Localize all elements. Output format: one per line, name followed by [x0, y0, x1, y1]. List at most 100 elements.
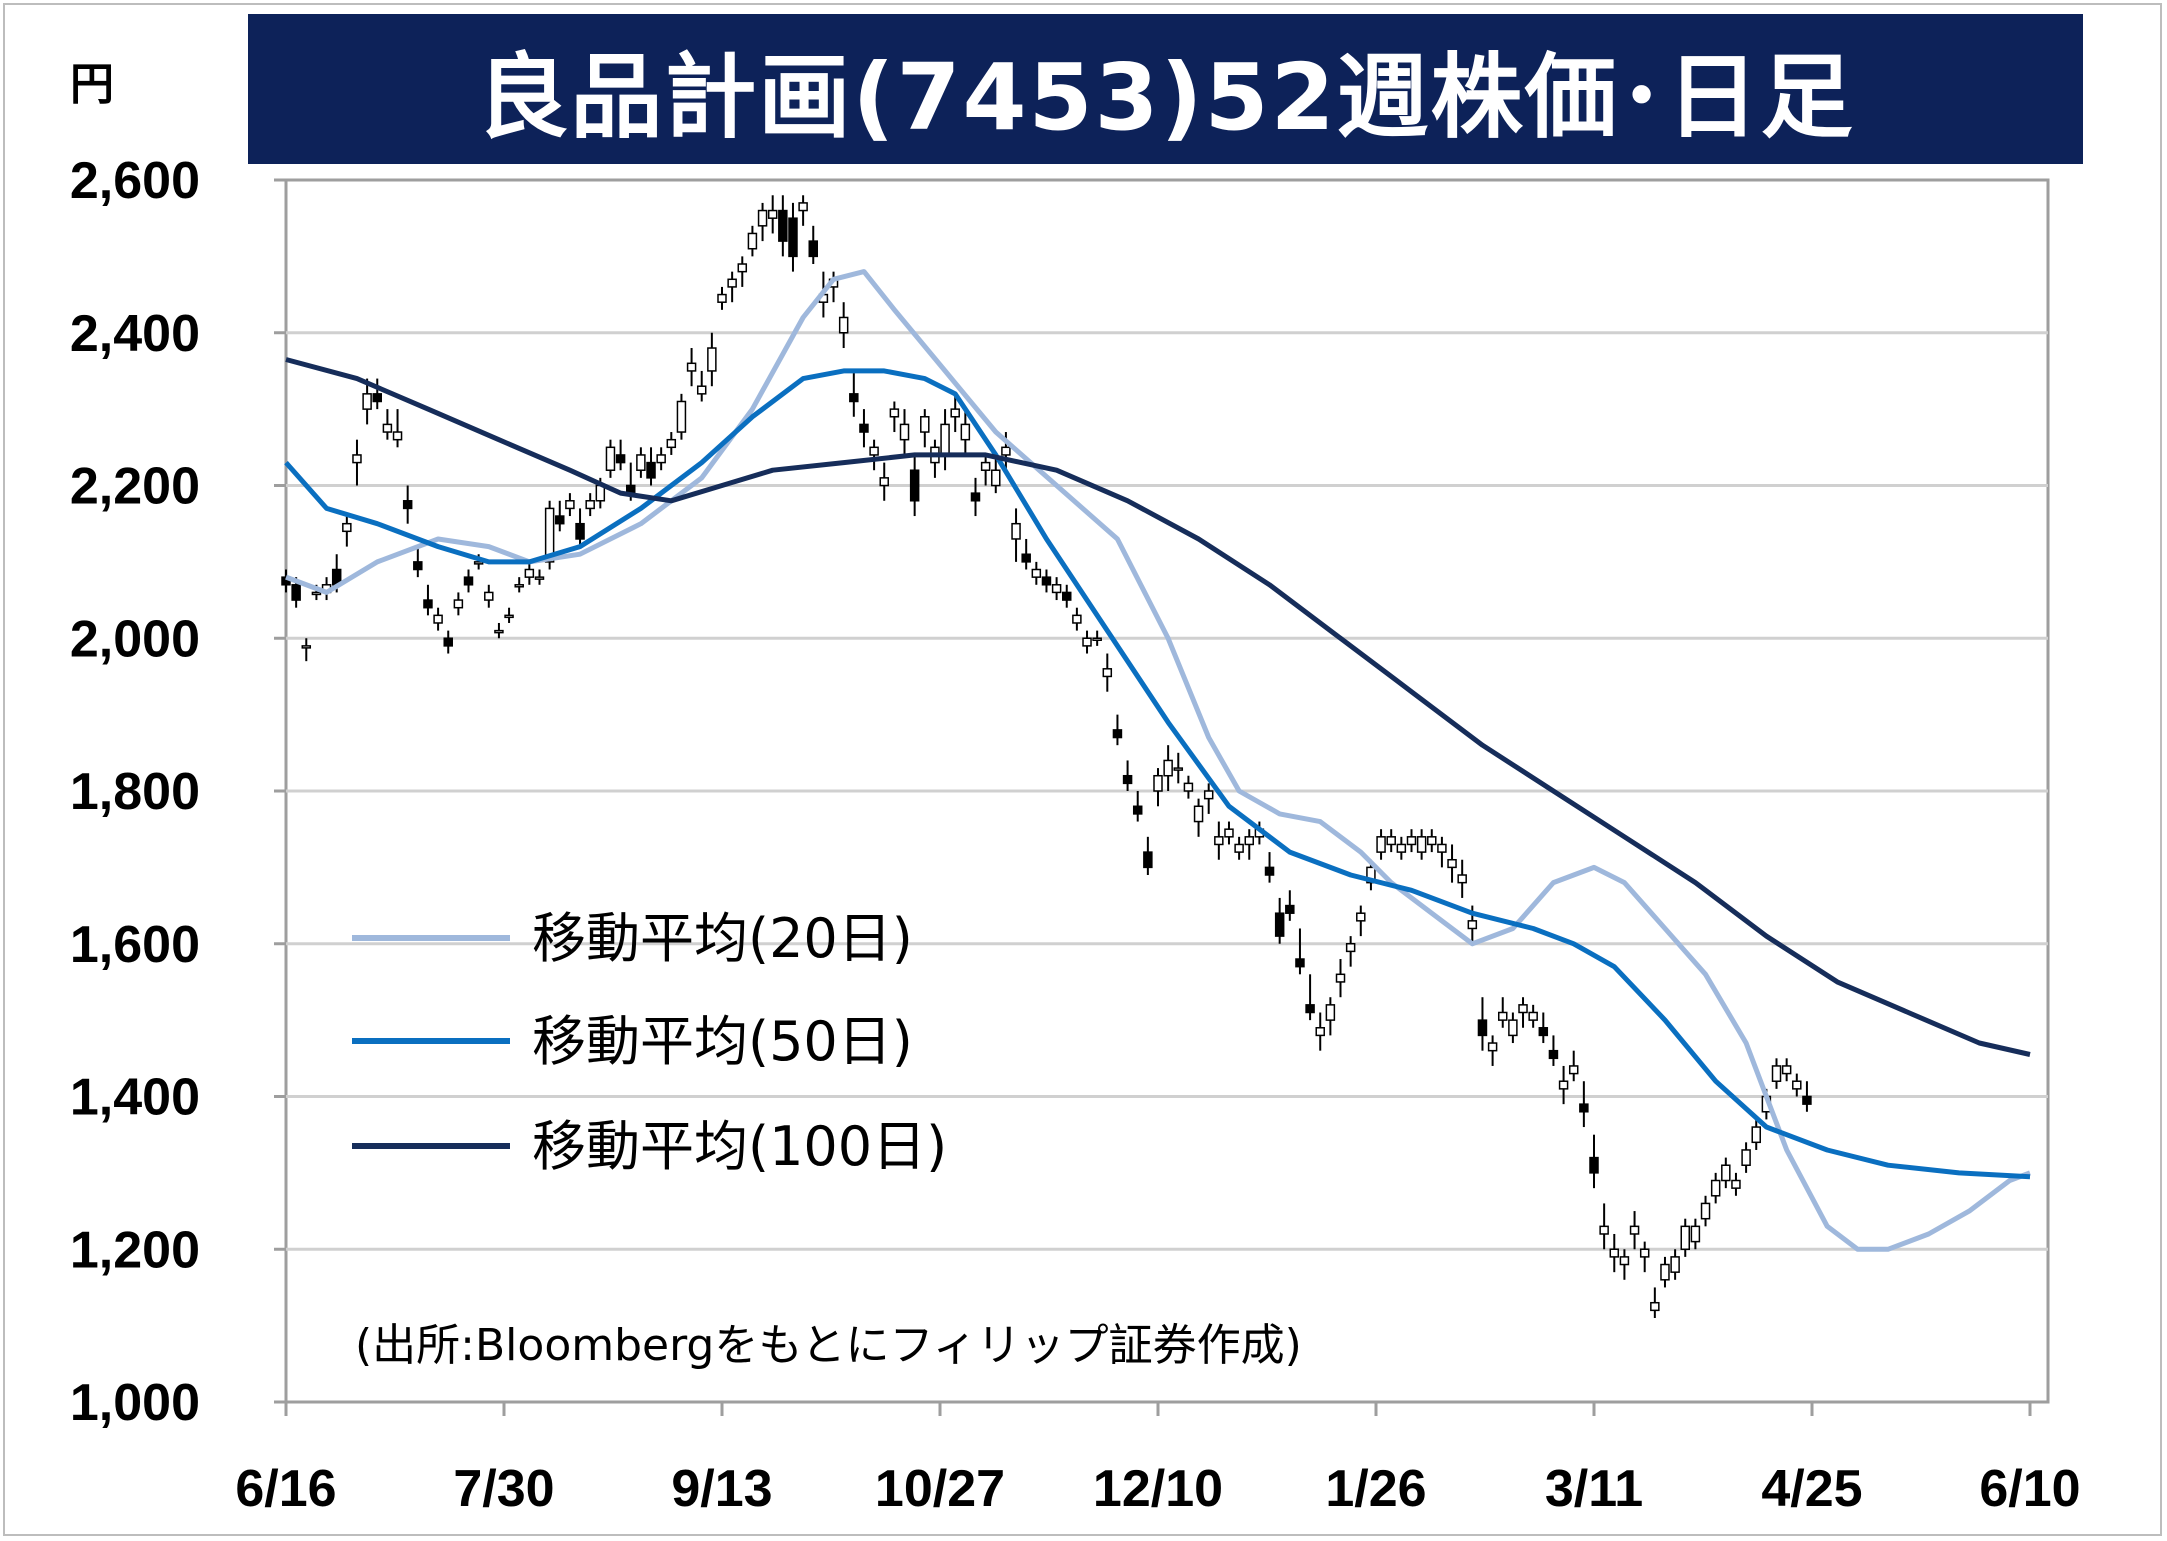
candle-body	[1163, 759, 1173, 777]
candle-body	[1315, 1027, 1325, 1037]
candle	[1335, 959, 1346, 998]
candle	[443, 630, 453, 654]
candle	[889, 401, 900, 433]
candle-body	[372, 393, 383, 403]
candle	[1051, 577, 1062, 601]
candle-body	[1548, 1049, 1559, 1060]
candle-body	[1264, 866, 1275, 876]
x-tick-label: 10/27	[875, 1460, 1005, 1518]
candle-body	[767, 209, 778, 219]
candle-body	[1781, 1065, 1792, 1075]
candle	[1660, 1256, 1670, 1288]
candle	[1558, 1065, 1569, 1105]
candle-body	[1721, 1164, 1731, 1182]
candle-body	[1447, 858, 1457, 869]
candle-body	[686, 362, 697, 372]
candle	[1589, 1134, 1599, 1189]
candle	[1427, 829, 1437, 853]
candle	[798, 195, 808, 226]
candle-body	[524, 568, 535, 578]
candle	[372, 378, 383, 410]
candle	[869, 439, 879, 471]
x-axis-ticks: 6/16 7/30 9/13 10/27 12/10 1/26 3/11 4/25 6/10	[235, 1402, 2081, 1518]
candle-body	[1153, 774, 1163, 792]
candle-body	[1214, 836, 1224, 846]
candle-body	[1396, 843, 1407, 853]
candle	[514, 577, 524, 593]
candle	[970, 477, 981, 517]
candle-body	[1244, 836, 1255, 846]
candle-body	[463, 576, 474, 586]
candle	[1639, 1241, 1650, 1273]
candle	[909, 454, 920, 517]
x-tick-label: 7/30	[453, 1460, 554, 1518]
candle-body	[1376, 836, 1386, 853]
candle	[646, 447, 656, 486]
ma50-line	[284, 368, 2031, 1180]
candle	[1295, 928, 1305, 975]
candle	[879, 462, 889, 501]
candle	[392, 409, 403, 448]
candle	[1629, 1211, 1640, 1250]
y-tick-label: 1,800	[70, 763, 200, 821]
candle	[991, 454, 1001, 494]
candle-body	[1568, 1065, 1579, 1075]
candle	[1224, 821, 1234, 845]
candle-body	[1386, 836, 1396, 846]
candle-body	[1771, 1065, 1782, 1082]
candle	[767, 195, 778, 234]
candle-body	[1650, 1301, 1660, 1312]
candle-body	[1528, 1011, 1538, 1021]
x-tick-label: 3/11	[1545, 1460, 1643, 1518]
y-axis-ticks: 1,000 1,200 1,400 1,600 1,800 2,000 2,200 2,400…	[70, 152, 200, 1432]
candle-body	[1508, 1019, 1518, 1037]
candle	[1122, 760, 1133, 791]
candle-body	[1102, 668, 1113, 678]
candle-body	[1132, 805, 1143, 815]
candle	[707, 332, 717, 387]
candle	[1102, 653, 1113, 692]
x-tick-label: 9/13	[671, 1460, 772, 1518]
candle-body	[362, 393, 372, 410]
candle-body	[899, 423, 910, 441]
candle	[1548, 1035, 1559, 1066]
candle	[301, 638, 312, 662]
candle	[1609, 1233, 1620, 1273]
candle	[1061, 584, 1072, 608]
candle	[1447, 844, 1457, 883]
candle-body	[473, 561, 484, 565]
candle	[1041, 569, 1052, 593]
candle-body	[808, 240, 819, 258]
candle-body	[544, 507, 555, 563]
candle	[1416, 829, 1427, 860]
candle-body	[849, 393, 859, 403]
candle	[1305, 974, 1315, 1021]
legend-label: 移動平均(50日)	[532, 1010, 913, 1073]
moving-average-lines	[284, 269, 2031, 1252]
candle	[838, 302, 849, 349]
candle	[1802, 1081, 1812, 1112]
candle-body	[433, 614, 443, 624]
candle-body	[1609, 1248, 1620, 1258]
candle-body	[1599, 1225, 1609, 1235]
candle-body	[494, 629, 504, 634]
candle-body	[940, 423, 950, 456]
candle	[1193, 798, 1204, 837]
candle	[1690, 1218, 1701, 1250]
candle-body	[1285, 904, 1295, 914]
candle-body	[1031, 568, 1042, 578]
candle-body	[1143, 851, 1153, 869]
candle-body	[382, 423, 393, 433]
candle-body	[1538, 1027, 1549, 1037]
candle-body	[1416, 836, 1427, 853]
candle-body	[1224, 828, 1234, 838]
candle-body	[1700, 1202, 1711, 1220]
candle-body	[869, 446, 879, 456]
candle	[950, 393, 960, 433]
candle-body	[1619, 1256, 1630, 1266]
candle	[484, 584, 494, 608]
candle-body	[291, 584, 301, 601]
candle	[1082, 630, 1092, 654]
candle	[1781, 1058, 1792, 1082]
candle-body	[950, 408, 960, 418]
